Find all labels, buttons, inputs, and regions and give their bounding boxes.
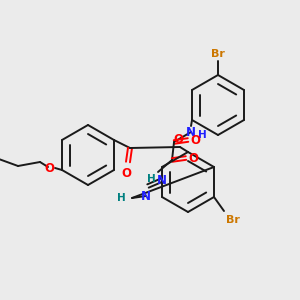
- Text: O: O: [173, 133, 183, 146]
- Text: O: O: [188, 152, 198, 164]
- Text: N: N: [186, 126, 196, 139]
- Text: Br: Br: [211, 49, 225, 59]
- Text: O: O: [190, 134, 200, 146]
- Text: N: N: [157, 174, 167, 187]
- Text: Br: Br: [226, 215, 240, 225]
- Text: N: N: [141, 190, 151, 203]
- Text: H: H: [147, 174, 156, 184]
- Text: O: O: [121, 167, 131, 180]
- Text: H: H: [117, 193, 126, 203]
- Text: H: H: [198, 130, 206, 140]
- Text: O: O: [44, 161, 54, 175]
